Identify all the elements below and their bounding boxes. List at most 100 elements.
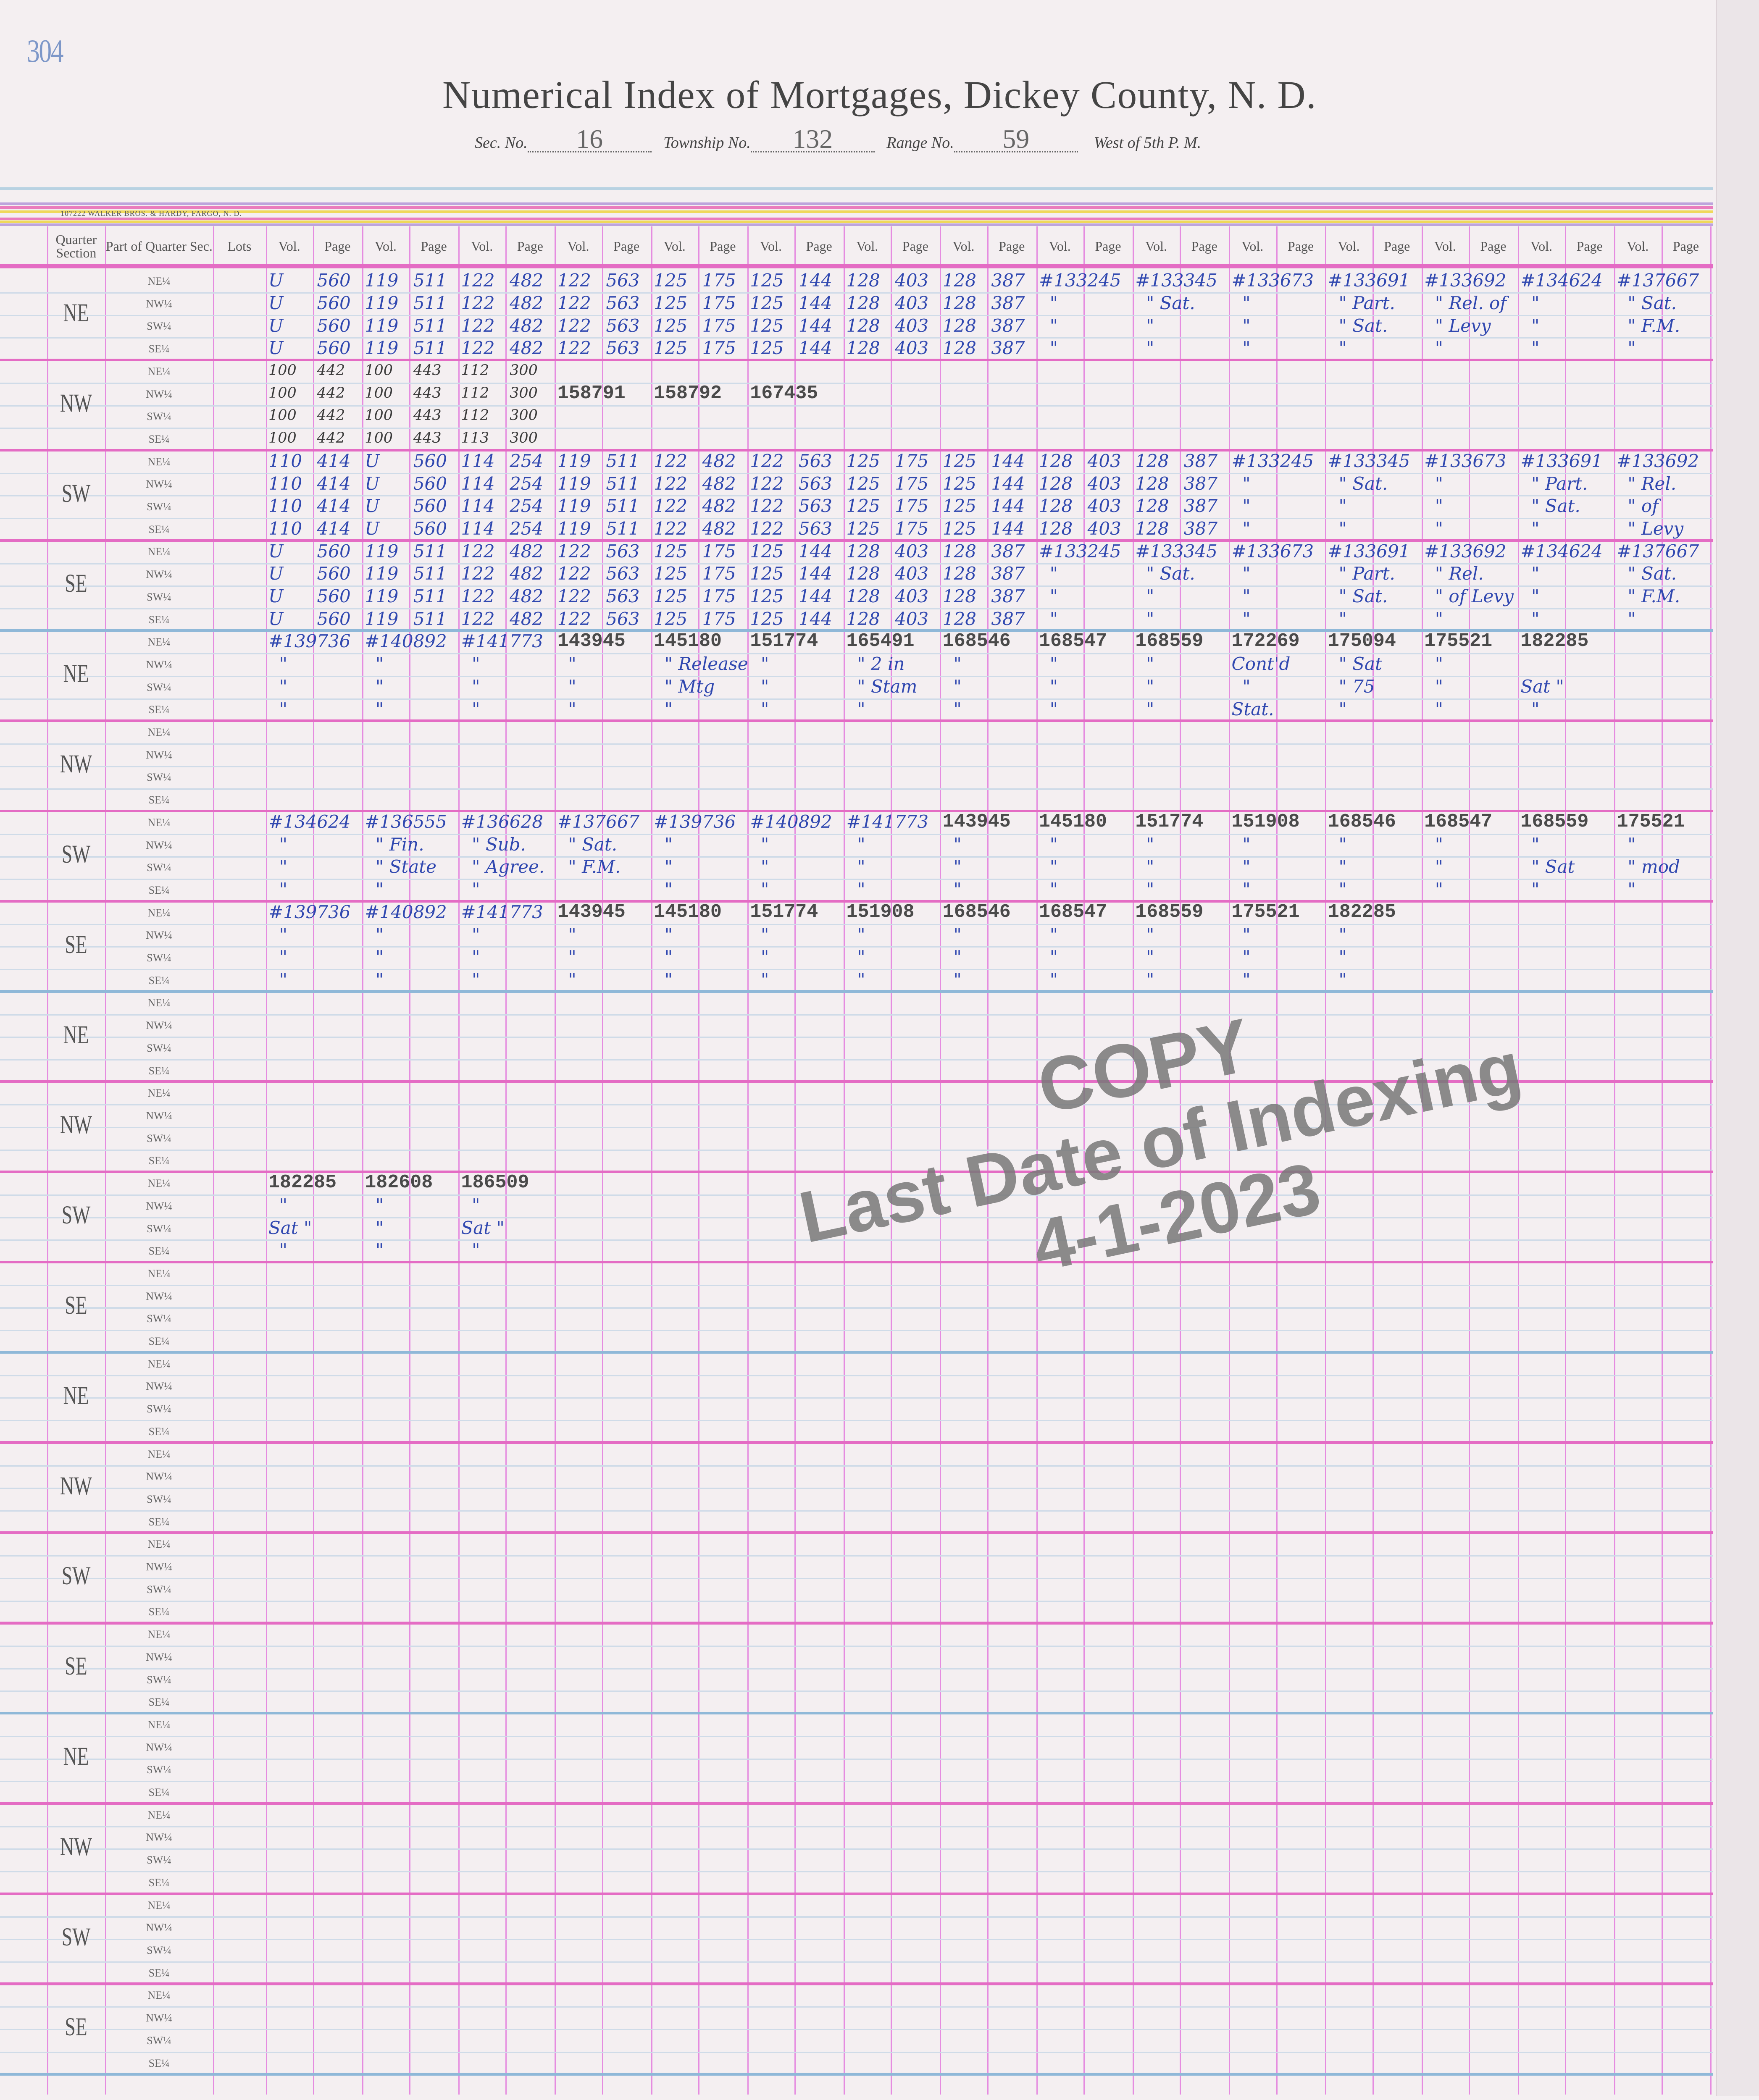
recorded-doc-number: 151774 (1135, 811, 1204, 833)
entry-note: " (472, 924, 480, 945)
part-label: SE¼ (148, 974, 170, 987)
vol-value: 122 (557, 270, 591, 291)
entry-note: " (664, 834, 673, 855)
vol-value: 128 (942, 292, 976, 313)
page-value: 175 (895, 496, 929, 517)
printer-imprint: 107222 WALKER BROS. & HARDY, FARGO, N. D… (60, 209, 242, 218)
entry-note: " (1242, 856, 1251, 877)
page-value: 443 (413, 407, 442, 424)
part-label: NE¼ (147, 1357, 171, 1370)
entry-note: " (953, 676, 962, 697)
entry-note: " (1435, 496, 1443, 517)
entry-note: " (1628, 834, 1636, 855)
entry-note: #133691 (1520, 450, 1603, 471)
part-label: NE¼ (147, 816, 171, 829)
part-label: NE¼ (147, 726, 171, 739)
part-label: NW¼ (146, 1470, 172, 1483)
entry-note: #134624 (268, 811, 351, 832)
entry-note: " (1049, 338, 1058, 359)
entry-note: " (1049, 834, 1058, 855)
quarter-section-label: SW (61, 840, 91, 869)
part-label: NE¼ (147, 1989, 171, 2002)
page-value: 300 (510, 407, 538, 424)
header-quarter-section: Quarter Section (55, 231, 97, 260)
page-value: 560 (317, 608, 351, 629)
page-value: 560 (413, 518, 447, 539)
vol-value: U (365, 496, 380, 517)
page-value: 387 (991, 541, 1025, 562)
entry-note: " (1531, 834, 1540, 855)
sec-label: Sec. No. (475, 134, 528, 152)
column-rule (1517, 226, 1519, 2095)
page-value: 560 (413, 450, 447, 471)
row-rule (0, 924, 1713, 925)
page-number: 304 (27, 33, 64, 69)
part-label: NW¼ (146, 1200, 172, 1212)
vol-value: 125 (654, 292, 688, 313)
part-label: SE¼ (148, 523, 170, 536)
band-stripe (0, 223, 1713, 226)
vol-value: 125 (654, 541, 688, 562)
recorded-doc-number: 182285 (1328, 901, 1396, 923)
recorded-doc-number: 168547 (1039, 630, 1107, 652)
vol-value: U (268, 563, 284, 584)
entry-note: " (1435, 856, 1443, 877)
entry-note: " Agree. (472, 856, 545, 877)
entry-note: Sat " (461, 1217, 505, 1238)
entry-note: " mod (1628, 856, 1680, 877)
column-rule (1710, 226, 1712, 2095)
entry-note: " (1531, 608, 1540, 629)
page-value: 254 (510, 518, 544, 539)
page-value: 511 (413, 315, 447, 336)
part-label: SW¼ (147, 1403, 171, 1415)
row-rule (0, 495, 1713, 497)
entry-note: " Mtg (664, 676, 715, 697)
vol-value: 125 (654, 270, 688, 291)
page-value: 387 (991, 292, 1025, 313)
recorded-doc-number: 168546 (942, 901, 1011, 923)
part-label: SW¼ (147, 591, 171, 603)
entry-note: " (857, 856, 865, 877)
entry-note: Cont'd (1231, 654, 1291, 675)
page-value: 403 (895, 541, 929, 562)
entry-note: " (857, 969, 865, 990)
column-rule (1372, 226, 1374, 2095)
row-rule (0, 1668, 1713, 1670)
column-rule (409, 226, 411, 2095)
legal-description: Sec. No. 16 Township No. 132 Range No. 59 W… (475, 126, 1201, 152)
entry-note: " Sat. (1338, 586, 1388, 606)
part-label: SE¼ (148, 1876, 170, 1889)
entry-note: " State (375, 856, 436, 877)
section-rule (0, 990, 1713, 993)
part-label: NW¼ (146, 658, 172, 671)
part-label: SW¼ (147, 771, 171, 784)
sec-value: 16 (527, 126, 652, 152)
entry-note: " (760, 924, 769, 945)
vol-value: U (268, 270, 284, 291)
entry-note: " (1435, 654, 1443, 675)
vol-value: 122 (750, 518, 784, 539)
recorded-doc-number: 165491 (846, 630, 915, 652)
page-value: 511 (413, 608, 447, 629)
part-label: NE¼ (147, 906, 171, 919)
entry-note: " (568, 676, 576, 697)
entry-note: #139736 (268, 631, 351, 652)
page-value: 175 (702, 608, 736, 629)
column-rule (1614, 226, 1616, 2095)
entry-note: #133692 (1617, 450, 1699, 471)
page-value: 414 (317, 496, 351, 517)
vol-value: 125 (750, 315, 784, 336)
vol-value: 110 (268, 450, 302, 471)
entry-note: #139736 (268, 901, 351, 922)
vol-value: 119 (557, 496, 591, 517)
vol-value: U (268, 338, 284, 359)
vol-value: 125 (942, 496, 976, 517)
vol-value: 122 (461, 586, 495, 606)
page-edge (1716, 0, 1759, 2096)
block-rule (0, 900, 1713, 903)
vol-value: 128 (846, 315, 880, 336)
entry-note: " (1531, 315, 1540, 336)
entry-note: #136555 (365, 811, 447, 832)
row-rule (0, 856, 1713, 858)
vol-value: 119 (365, 315, 399, 336)
